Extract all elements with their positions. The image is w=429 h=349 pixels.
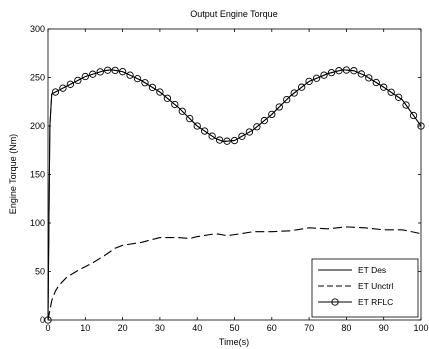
x-tick-label: 80 <box>341 323 351 333</box>
x-tick-label: 60 <box>267 323 277 333</box>
rflc-marker <box>186 114 194 123</box>
y-tick-label: 300 <box>30 24 45 34</box>
legend: ET Des ET Unctrl ET RFLC <box>311 258 419 318</box>
rflc-marker <box>208 132 216 140</box>
y-tick-label: 200 <box>30 121 45 131</box>
rflc-marker <box>260 116 268 125</box>
rflc-marker <box>350 67 358 75</box>
rflc-marker <box>193 122 201 130</box>
legend-box <box>311 258 419 318</box>
rflc-marker <box>394 93 403 101</box>
rflc-marker <box>387 88 395 96</box>
rflc-marker <box>357 70 365 78</box>
chart-title: Output Engine Torque <box>190 9 277 19</box>
x-tick-label: 10 <box>80 323 90 333</box>
rflc-marker <box>163 94 172 102</box>
legend-label: ET Unctrl <box>358 281 393 291</box>
rflc-marker <box>312 74 321 82</box>
x-tick-label: 50 <box>229 323 239 333</box>
rflc-marker <box>290 89 298 97</box>
rflc-marker <box>171 100 179 109</box>
rflc-marker <box>320 71 328 79</box>
y-tick-label: 100 <box>30 218 45 228</box>
rflc-marker <box>409 111 418 120</box>
rflc-marker <box>104 66 112 74</box>
rflc-marker <box>327 69 336 77</box>
rflc-marker <box>335 67 343 75</box>
rflc-marker <box>402 101 410 109</box>
rflc-marker <box>230 136 239 145</box>
x-axis-label: Time(s) <box>219 337 249 347</box>
rflc-marker <box>275 103 283 111</box>
x-tick-label: 40 <box>192 323 202 333</box>
series-layer <box>44 66 425 324</box>
rflc-marker <box>297 83 306 91</box>
rflc-marker <box>238 132 246 140</box>
rflc-marker <box>81 72 89 81</box>
y-tick-label: 0 <box>40 315 45 325</box>
rflc-marker <box>126 71 134 79</box>
x-tick-label: 0 <box>45 323 50 333</box>
rflc-marker <box>215 136 224 144</box>
rflc-marker <box>74 76 82 85</box>
rflc-marker <box>283 95 291 104</box>
y-axis-label: Engine Torque (Nm) <box>8 134 18 214</box>
rflc-marker <box>66 80 75 88</box>
rflc-marker <box>268 110 276 119</box>
legend-label: ET Des <box>358 265 386 275</box>
x-tick-label: 30 <box>155 323 165 333</box>
rflc-marker <box>44 316 52 324</box>
legend-label: ET RFLC <box>358 297 393 307</box>
y-tick-label: 150 <box>30 170 45 180</box>
rflc-marker <box>111 66 119 75</box>
rflc-marker <box>223 137 231 145</box>
legend-marker-icon <box>331 298 339 306</box>
rflc-marker <box>178 107 186 115</box>
rflc-marker <box>51 88 60 96</box>
series-line-et-unctrl <box>47 226 422 321</box>
rflc-marker <box>96 68 104 76</box>
rflc-marker <box>59 84 67 92</box>
rflc-marker <box>380 83 388 91</box>
y-tick-label: 250 <box>30 73 45 83</box>
rflc-marker <box>118 68 127 76</box>
rflc-marker <box>342 66 351 74</box>
x-tick-label: 20 <box>118 323 128 333</box>
rflc-marker <box>201 127 209 135</box>
rflc-marker <box>253 123 261 131</box>
x-tick-label: 100 <box>413 323 428 333</box>
rflc-marker <box>305 77 313 86</box>
y-axis: 0 50 100 150 200 250 300 <box>30 24 421 325</box>
rflc-marker <box>372 78 380 87</box>
x-tick-label: 90 <box>379 323 389 333</box>
y-tick-label: 50 <box>35 267 45 277</box>
rflc-marker <box>148 83 157 92</box>
x-tick-label: 70 <box>304 323 314 333</box>
rflc-marker <box>133 75 142 83</box>
rflc-marker <box>365 74 373 82</box>
rflc-marker <box>89 70 97 78</box>
rflc-marker <box>156 88 164 96</box>
x-axis: 0 10 20 30 40 50 60 70 80 90 100 <box>45 29 429 333</box>
rflc-marker <box>417 122 425 130</box>
rflc-marker <box>141 79 149 87</box>
rflc-marker <box>245 128 254 136</box>
